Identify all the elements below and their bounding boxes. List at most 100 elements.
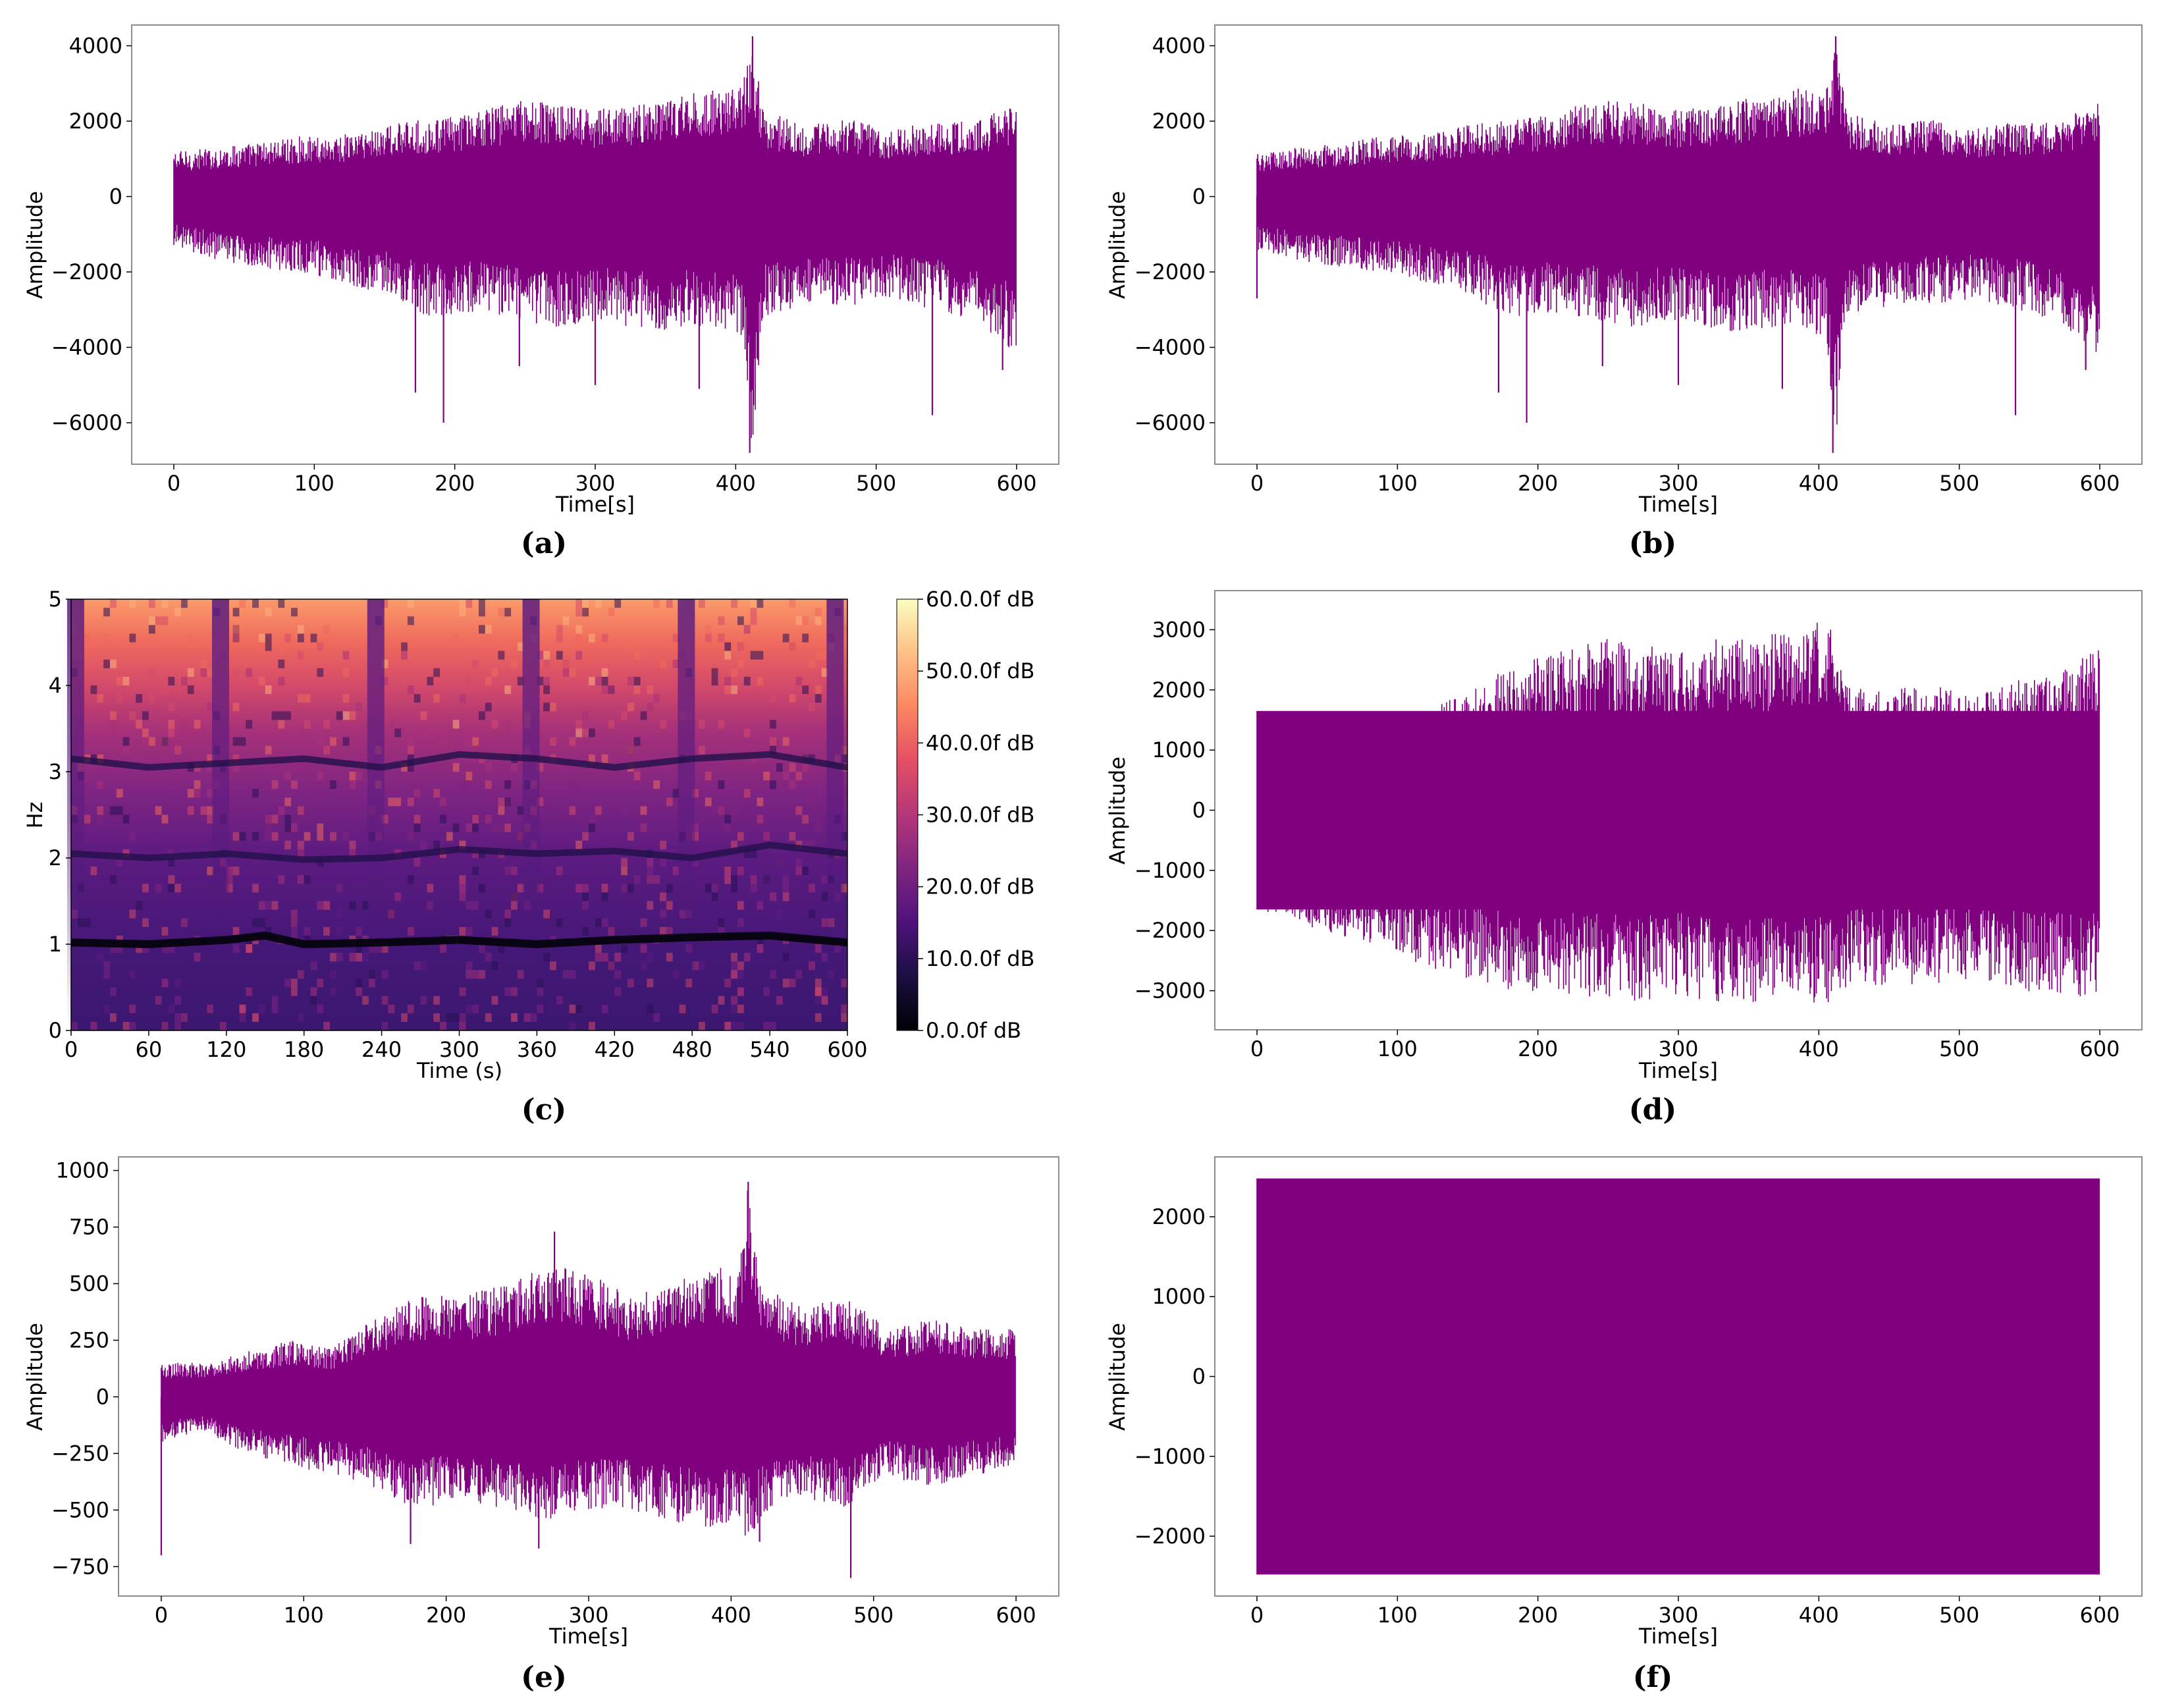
spectrogram-cell <box>601 685 608 695</box>
spectrogram-cell <box>349 711 356 720</box>
spectrogram-cell <box>795 676 803 685</box>
spectrogram-cell <box>802 867 809 876</box>
spectrogram-cell <box>304 832 311 841</box>
y-tick-label-a: −4000 <box>51 335 122 360</box>
spectrogram-cell <box>349 772 356 781</box>
spectrogram-cell <box>239 832 246 841</box>
plot-b: 0 100 200 300 400 500 600 −6000 −4000 −2000 0 2000 4… <box>1134 33 2120 496</box>
spectrogram-cell <box>589 961 595 971</box>
spectrogram-cell <box>187 806 194 815</box>
spectrogram-cell <box>109 987 117 996</box>
spectrogram-cell <box>472 849 479 858</box>
x-tick-label-b: 400 <box>1799 471 1839 496</box>
spectrogram-cell <box>627 642 634 651</box>
spectrogram-cell <box>349 901 356 910</box>
spectrogram-cell <box>174 884 182 893</box>
spectrogram-cell <box>194 953 201 962</box>
spectrogram-cell <box>595 944 602 953</box>
spectrogram-cell <box>232 944 240 953</box>
spectrogram-cell <box>284 978 292 988</box>
spectrogram-cell <box>582 599 589 608</box>
spectrogram-cell <box>621 711 627 720</box>
spectrogram-cell <box>446 1013 453 1022</box>
spectrogram-cell <box>627 676 634 685</box>
spectrogram-cell <box>841 832 847 841</box>
x-tick-label-c: 240 <box>361 1037 402 1062</box>
band-2hz <box>70 841 848 863</box>
spectrogram-cell <box>161 1021 169 1030</box>
spectrogram-cell <box>194 720 201 729</box>
spectrogram-cell <box>711 806 718 815</box>
spectrogram-cell <box>407 797 414 807</box>
spectrogram-cell <box>743 625 751 634</box>
spectrogram-cell <box>750 849 757 858</box>
spectrogram-cell <box>770 737 776 746</box>
x-tick-label-d: 200 <box>1518 1036 1558 1061</box>
y-tick-label-a: −2000 <box>51 259 122 284</box>
spectrogram-cell <box>414 694 421 703</box>
spectrogram-cell <box>575 608 583 617</box>
spectrogram-cell <box>478 599 485 608</box>
spectrogram-cell <box>174 685 182 695</box>
spectrogram-cell <box>232 737 240 746</box>
spectrogram-cell <box>116 694 123 703</box>
spectrogram-cell <box>109 711 117 720</box>
spectrogram-cell <box>168 858 175 867</box>
spectrogram-cell <box>161 616 169 626</box>
x-tick-label-f: 100 <box>1377 1603 1418 1628</box>
spectrogram-cell <box>271 1004 279 1013</box>
spectrogram-cell <box>589 1021 595 1030</box>
y-tick-label-b: 0 <box>1192 184 1206 209</box>
spectrogram-cell <box>653 599 660 608</box>
spectrogram-cell <box>342 711 350 720</box>
waveform-f <box>1256 1178 2100 1575</box>
spectrogram-cell <box>569 668 576 677</box>
spectrogram-cell <box>575 1004 583 1013</box>
spectrogram-cell <box>757 901 764 910</box>
spectrogram-cell <box>388 1004 395 1013</box>
y-tick-label-f: −1000 <box>1134 1444 1206 1469</box>
spectrogram-cell <box>207 762 214 772</box>
spectrogram-cell <box>737 918 744 927</box>
spectrogram-cell <box>181 676 188 685</box>
y-tick-label-c: 3 <box>49 759 62 784</box>
spectrogram-cell <box>381 676 388 685</box>
spectrogram-cell <box>498 944 505 953</box>
y-tick-label-b: −6000 <box>1134 410 1206 435</box>
ylabel-e: Amplitude <box>22 1323 47 1431</box>
spectrogram-cell <box>420 840 427 849</box>
x-tick-label-b: 500 <box>1939 471 1979 496</box>
spectrogram-cell <box>136 944 143 953</box>
spectrogram-cell <box>511 1013 518 1022</box>
spectrogram-cell <box>498 823 505 832</box>
x-tick-label-e: 100 <box>284 1603 324 1628</box>
spectrogram-cell <box>155 884 162 893</box>
spectrogram-cell <box>718 996 725 1005</box>
spectrogram-cell <box>342 651 350 660</box>
spectrogram-cell <box>174 996 182 1005</box>
spectrogram-cell <box>601 953 608 962</box>
spectrogram-cell <box>562 659 570 668</box>
spectrogram-cell <box>433 840 440 849</box>
spectrogram-dark-column <box>522 599 540 1030</box>
spectrogram-cell <box>84 918 91 927</box>
y-tick-label-d: −2000 <box>1134 918 1206 943</box>
spectrogram-cell <box>414 789 421 798</box>
spectrogram-cell <box>640 944 647 953</box>
spectrogram-cell <box>789 832 796 841</box>
spectrogram-cell <box>342 737 350 746</box>
spectrogram-cell <box>97 953 104 962</box>
spectrogram-cell <box>297 694 304 703</box>
plot-c: 0 60 120 180 240 300 360 420 480 540 600 0 1 2 3 4 5 <box>49 587 868 1062</box>
spectrogram-cell <box>427 884 434 893</box>
spectrogram-cell <box>271 996 279 1005</box>
spectrogram-cell <box>466 901 473 910</box>
spectrogram-cell <box>575 633 583 643</box>
x-tick-label-e: 400 <box>711 1603 751 1628</box>
y-tick-label-d: −1000 <box>1134 858 1206 883</box>
spectrogram-cell <box>504 642 512 651</box>
spectrogram-cell <box>466 926 473 936</box>
spectrogram-cell <box>278 676 285 685</box>
y-tick-label-e: 500 <box>69 1271 109 1296</box>
spectrogram-cell <box>770 694 776 703</box>
